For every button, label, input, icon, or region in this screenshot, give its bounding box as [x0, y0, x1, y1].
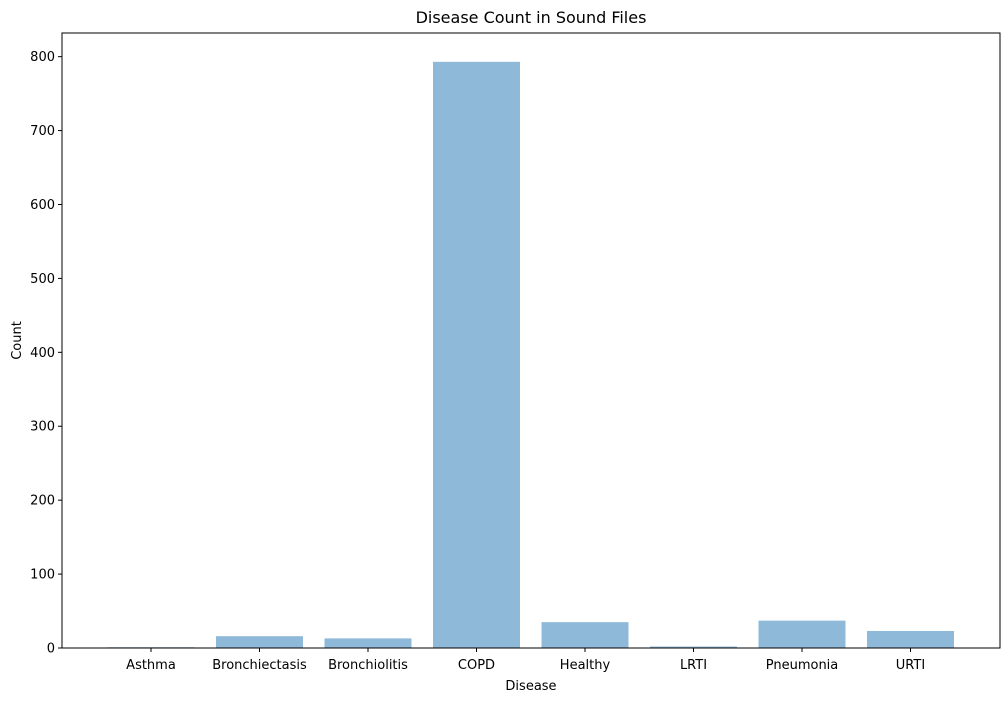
- plot-frame: [61, 32, 1001, 649]
- x-tick-label: Pneumonia: [766, 658, 839, 673]
- x-axis: Asthma Bronchiectasis Bronchiolitis COPD Hea…: [126, 648, 925, 673]
- bar-bronchiectasis: [216, 636, 303, 648]
- bar-urti: [867, 630, 954, 648]
- y-tick-label: 600: [30, 198, 55, 213]
- bar-pneumonia: [758, 620, 846, 648]
- bar-lrti: [650, 646, 737, 648]
- y-axis: 0 100 200 300 400 500 600 700 800: [30, 50, 62, 657]
- y-axis-title: Count: [10, 321, 25, 360]
- y-tick-label: 0: [47, 642, 55, 657]
- y-tick-label: 400: [30, 346, 55, 361]
- x-tick-label: Bronchiolitis: [328, 658, 408, 673]
- x-tick-label: Healthy: [560, 658, 611, 673]
- y-tick-label: 500: [30, 272, 55, 287]
- x-tick-label: LRTI: [680, 658, 707, 673]
- bar-bronchiolitis: [324, 638, 412, 648]
- y-tick-label: 200: [30, 494, 55, 509]
- x-tick-label: Asthma: [126, 658, 176, 673]
- y-tick-label: 300: [30, 420, 55, 435]
- bar-copd: [433, 61, 520, 648]
- y-tick-label: 700: [30, 124, 55, 139]
- chart-title: Disease Count in Sound Files: [416, 8, 647, 27]
- x-tick-label: COPD: [458, 658, 495, 673]
- x-axis-title: Disease: [505, 679, 556, 694]
- bars-group: [107, 61, 954, 648]
- y-tick-label: 100: [30, 568, 55, 583]
- x-tick-label: Bronchiectasis: [212, 658, 307, 673]
- x-tick-label: URTI: [896, 658, 925, 673]
- bar-healthy: [541, 622, 629, 648]
- y-tick-label: 800: [30, 50, 55, 65]
